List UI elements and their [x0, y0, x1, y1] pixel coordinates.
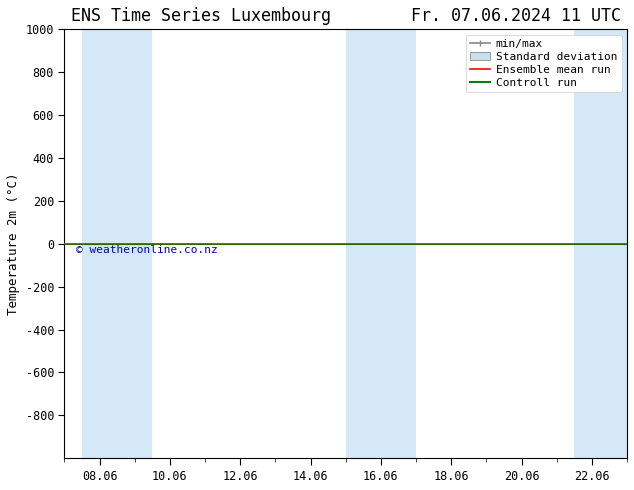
Bar [346, 29, 381, 458]
Bar [574, 29, 627, 458]
Y-axis label: Temperature 2m (°C): Temperature 2m (°C) [7, 172, 20, 315]
Bar [381, 29, 416, 458]
Bar [82, 29, 117, 458]
Text: © weatheronline.co.nz: © weatheronline.co.nz [75, 245, 217, 255]
Legend: min/max, Standard deviation, Ensemble mean run, Controll run: min/max, Standard deviation, Ensemble me… [465, 35, 621, 92]
Bar [117, 29, 152, 458]
Title: ENS Time Series Luxembourg        Fr. 07.06.2024 11 UTC: ENS Time Series Luxembourg Fr. 07.06.202… [71, 7, 621, 25]
